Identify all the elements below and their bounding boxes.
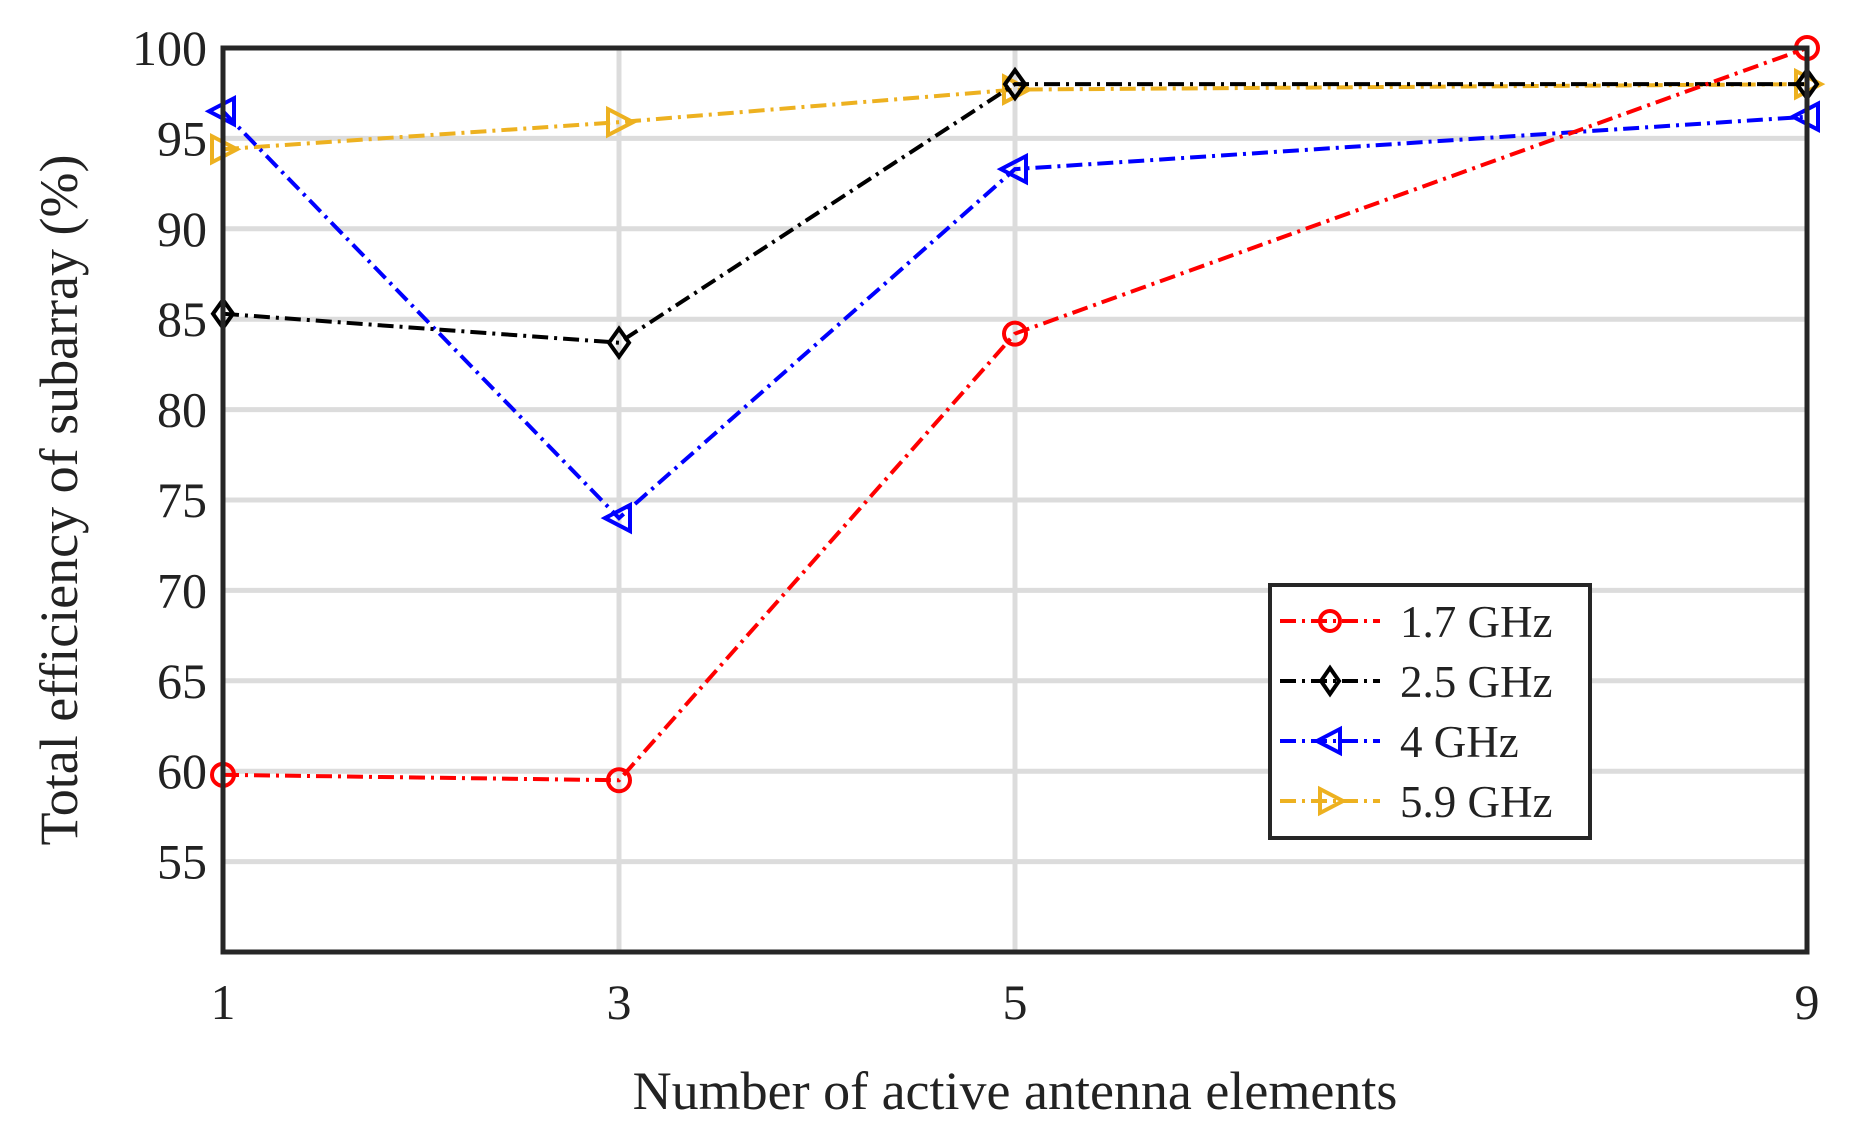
legend-marker bbox=[1318, 664, 1342, 698]
y-axis-title: Total efficiency of subarray (%) bbox=[29, 155, 89, 846]
y-tick-label: 85 bbox=[157, 291, 207, 347]
x-tick-label: 3 bbox=[607, 974, 632, 1030]
data-point bbox=[606, 105, 638, 139]
data-point bbox=[606, 325, 632, 361]
legend-label: 4 GHz bbox=[1400, 717, 1519, 767]
series-line bbox=[222, 82, 1808, 152]
y-tick-label: 75 bbox=[157, 472, 207, 528]
x-tick-label: 9 bbox=[1795, 974, 1820, 1030]
legend-marker bbox=[1312, 725, 1342, 757]
data-point bbox=[600, 501, 632, 535]
legend-label: 5.9 GHz bbox=[1400, 777, 1552, 827]
series-line bbox=[222, 46, 1808, 783]
data-point bbox=[606, 767, 632, 794]
x-axis-title: Number of active antenna elements bbox=[633, 1061, 1398, 1121]
legend-entry: 1.7 GHz bbox=[1280, 597, 1552, 647]
x-tick-label: 5 bbox=[1003, 974, 1028, 1030]
tick-labels: 55 60 65 70 75 80 85 90 95 100 1 3 5 9 bbox=[132, 20, 1820, 1030]
legend-marker bbox=[1318, 609, 1342, 633]
y-tick-label: 60 bbox=[157, 743, 207, 799]
y-tick-label: 80 bbox=[157, 382, 207, 438]
legend-label: 1.7 GHz bbox=[1400, 597, 1552, 647]
y-tick-label: 90 bbox=[157, 201, 207, 257]
y-tick-label: 95 bbox=[157, 110, 207, 166]
data-point bbox=[996, 152, 1028, 186]
legend-entry: 4 GHz bbox=[1280, 717, 1519, 767]
y-tick-label: 100 bbox=[132, 20, 207, 76]
legend-marker bbox=[1318, 785, 1348, 817]
legend-label: 2.5 GHz bbox=[1400, 657, 1552, 707]
legend-entry: 5.9 GHz bbox=[1280, 777, 1552, 827]
plot-area-frame bbox=[220, 45, 1810, 955]
y-tick-label: 65 bbox=[157, 653, 207, 709]
y-tick-label: 55 bbox=[157, 834, 207, 890]
series-line bbox=[222, 82, 1807, 345]
x-tick-label: 1 bbox=[211, 974, 236, 1030]
data-point bbox=[1002, 66, 1028, 102]
legend-entry: 2.5 GHz bbox=[1280, 657, 1552, 707]
data-point bbox=[1002, 320, 1028, 347]
y-tick-label: 70 bbox=[157, 562, 207, 618]
legend: 1.7 GHz 2.5 GHz 4 GHz 5.9 GHz bbox=[1268, 583, 1592, 840]
series-line bbox=[221, 109, 1808, 521]
